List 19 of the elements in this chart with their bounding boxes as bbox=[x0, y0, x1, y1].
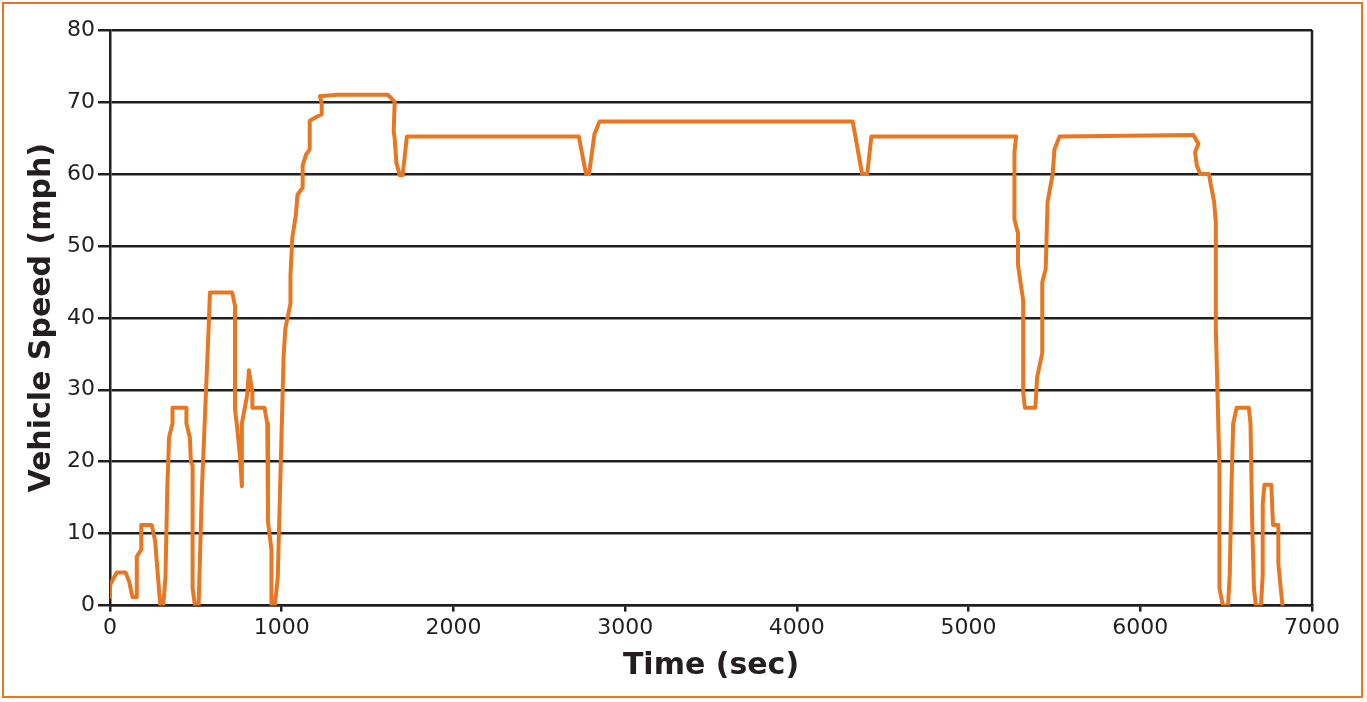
y-tick-label: 80 bbox=[66, 15, 95, 41]
y-axis-title: Vehicle Speed (mph) bbox=[21, 142, 57, 493]
y-tick-label: 20 bbox=[66, 447, 95, 473]
y-tick-label: 60 bbox=[66, 159, 95, 185]
x-tick-label: 6000 bbox=[1112, 613, 1169, 639]
x-tick-label: 3000 bbox=[597, 613, 654, 639]
x-tick-label: 5000 bbox=[940, 613, 997, 639]
x-tick-label: 1000 bbox=[253, 613, 310, 639]
x-axis-title: Time (sec) bbox=[622, 645, 800, 681]
x-tick-label: 4000 bbox=[768, 613, 825, 639]
y-tick-label: 50 bbox=[66, 231, 95, 257]
y-tick-label: 70 bbox=[66, 87, 95, 113]
x-tick-label: 0 bbox=[102, 613, 117, 639]
y-tick-label: 10 bbox=[66, 519, 95, 545]
y-tick-label: 0 bbox=[80, 591, 95, 617]
y-tick-label: 30 bbox=[66, 375, 95, 401]
y-tick-label: 40 bbox=[66, 303, 95, 329]
x-tick-label: 7000 bbox=[1284, 613, 1340, 639]
x-tick-label: 2000 bbox=[425, 613, 482, 639]
